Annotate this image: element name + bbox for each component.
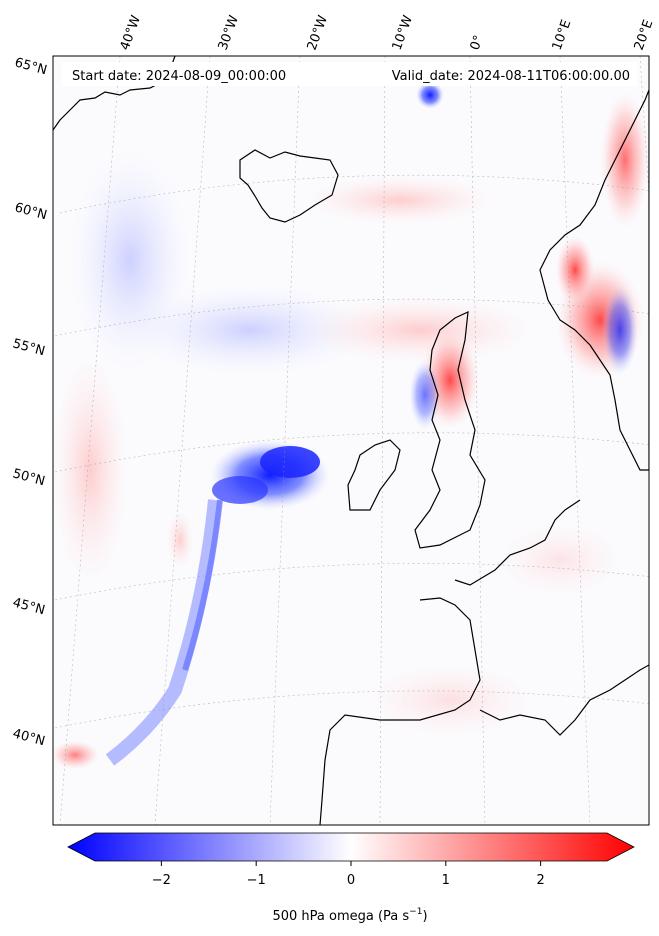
- colorbar-tick-label: 1: [442, 873, 450, 888]
- lat-tick-label: 65°N: [13, 55, 49, 78]
- coastline-scandinavia: [539, 89, 649, 471]
- colorbar-label: 500 hPa omega (Pa s−1): [272, 907, 427, 924]
- lat-tick-label: 45°N: [11, 595, 47, 618]
- graticule: [54, 56, 649, 825]
- annotation-box: [62, 62, 637, 86]
- valid-date-label: Valid_date: 2024-08-11T06:00:00.00: [392, 69, 630, 84]
- colorbar-ticks: −2 −1 0 1 2: [152, 861, 545, 888]
- colorbar-tick-label: 2: [536, 873, 544, 888]
- colorbar-tick-label: −2: [152, 873, 171, 888]
- colorbar: −2 −1 0 1 2 500 hPa omega (Pa s−1): [67, 832, 635, 924]
- lat-tick-label: 55°N: [11, 336, 47, 359]
- lon-tick-labels: 40°W 30°W 20°W 10°W 0° 10°E 20°E: [118, 13, 657, 52]
- colorbar-tick-label: −1: [247, 873, 266, 888]
- coastline-iceland: [239, 149, 339, 223]
- omega-field: [53, 81, 649, 770]
- lat-tick-label: 60°N: [13, 200, 49, 223]
- lon-tick-label: 30°W: [216, 13, 242, 52]
- lon-tick-label: 10°W: [390, 13, 416, 52]
- lon-tick-label: 40°W: [118, 13, 144, 52]
- lon-tick-label: 10°E: [550, 18, 575, 53]
- lon-tick-label: 0°: [468, 33, 487, 52]
- colorbar-body: [67, 832, 635, 862]
- lon-tick-label: 20°W: [305, 13, 331, 52]
- lon-tick-label: 20°E: [632, 18, 657, 53]
- map-frame: [52, 55, 650, 826]
- coastlines: [53, 56, 649, 825]
- coastline-france-iberia: [319, 499, 649, 825]
- coastline-ireland: [347, 439, 401, 511]
- coastline-british-isles: [414, 311, 486, 549]
- lat-tick-labels: 65°N 60°N 55°N 50°N 45°N 40°N: [11, 55, 49, 749]
- lat-tick-label: 40°N: [11, 726, 47, 749]
- map-panel: Start date: 2024-08-09_00:00:00 Valid_da…: [53, 56, 649, 825]
- start-date-label: Start date: 2024-08-09_00:00:00: [72, 69, 286, 84]
- colorbar-tick-label: 0: [347, 873, 355, 888]
- lat-tick-label: 50°N: [11, 466, 47, 489]
